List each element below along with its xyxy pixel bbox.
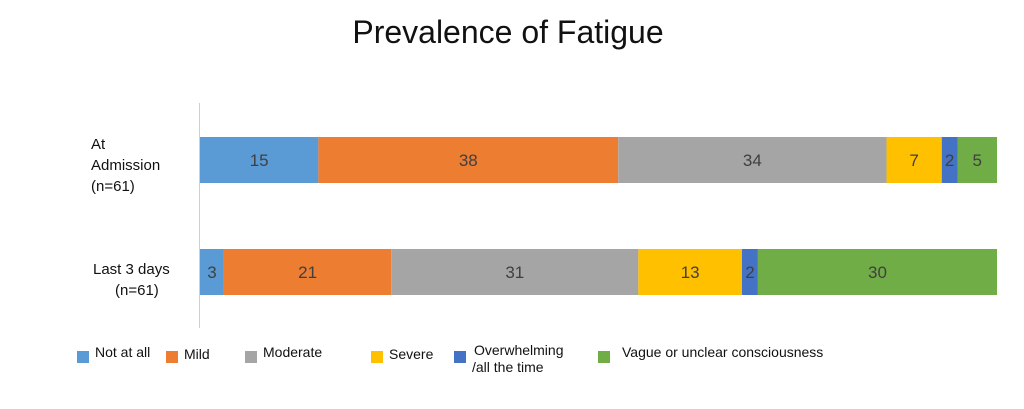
data-label: 34 — [743, 151, 762, 170]
bar-segment — [741, 249, 758, 295]
bar-segment — [941, 137, 958, 183]
category-label-line: (n=61) — [115, 282, 159, 299]
legend-swatch — [245, 351, 257, 363]
bar-segment — [200, 137, 319, 183]
legend-label: /all the time — [472, 359, 544, 375]
bar-segment — [223, 249, 392, 295]
category-label-line: (n=61) — [91, 178, 135, 195]
data-label: 38 — [459, 151, 478, 170]
legend-label: Not at all — [95, 344, 151, 360]
bar-segment — [200, 249, 224, 295]
data-label: 21 — [298, 263, 317, 282]
legend-label: Severe — [389, 346, 434, 362]
bar-segment — [391, 249, 639, 295]
category-label-line: At — [91, 136, 106, 153]
legend-swatch — [77, 351, 89, 363]
legend-item: Vague or unclear consciousness — [598, 344, 823, 363]
bar-segment — [618, 137, 887, 183]
legend-label: Mild — [184, 346, 210, 362]
chart-title: Prevalence of Fatigue — [352, 14, 664, 50]
legend-item: Moderate — [245, 344, 322, 363]
data-label: 7 — [909, 151, 918, 170]
data-label: 15 — [250, 151, 269, 170]
category-label-last-3-days: Last 3 days (n=61) — [93, 259, 170, 301]
legend-swatch — [166, 351, 178, 363]
legend-item: Overwhelming /all the time — [454, 342, 564, 376]
bar-segment — [318, 137, 619, 183]
legend: Not at all Mild Moderate Severe Overwhel… — [0, 342, 1024, 384]
category-label-line: Last 3 days — [93, 261, 170, 278]
category-label-at-admission: At Admission (n=61) — [91, 134, 160, 197]
bar-segment — [638, 249, 742, 295]
data-label: 30 — [868, 263, 887, 282]
category-label-line: Admission — [91, 157, 161, 174]
legend-swatch — [598, 351, 610, 363]
legend-swatch — [454, 351, 466, 363]
bar-segment — [886, 137, 942, 183]
data-label: 2 — [945, 151, 954, 170]
legend-item: Mild — [166, 344, 210, 363]
legend-label: Vague or unclear consciousness — [622, 344, 824, 360]
bar-segment — [757, 249, 997, 295]
legend-label: Moderate — [263, 344, 323, 360]
data-label: 5 — [973, 151, 982, 170]
legend-swatch — [371, 351, 383, 363]
data-label: 2 — [745, 263, 754, 282]
data-label: 31 — [505, 263, 524, 282]
data-label: 13 — [681, 263, 700, 282]
legend-label: Overwhelming — [474, 342, 564, 358]
legend-item: Not at all — [77, 344, 150, 363]
legend-item: Severe — [371, 344, 433, 363]
bar-segment — [957, 137, 997, 183]
data-label: 3 — [207, 263, 216, 282]
